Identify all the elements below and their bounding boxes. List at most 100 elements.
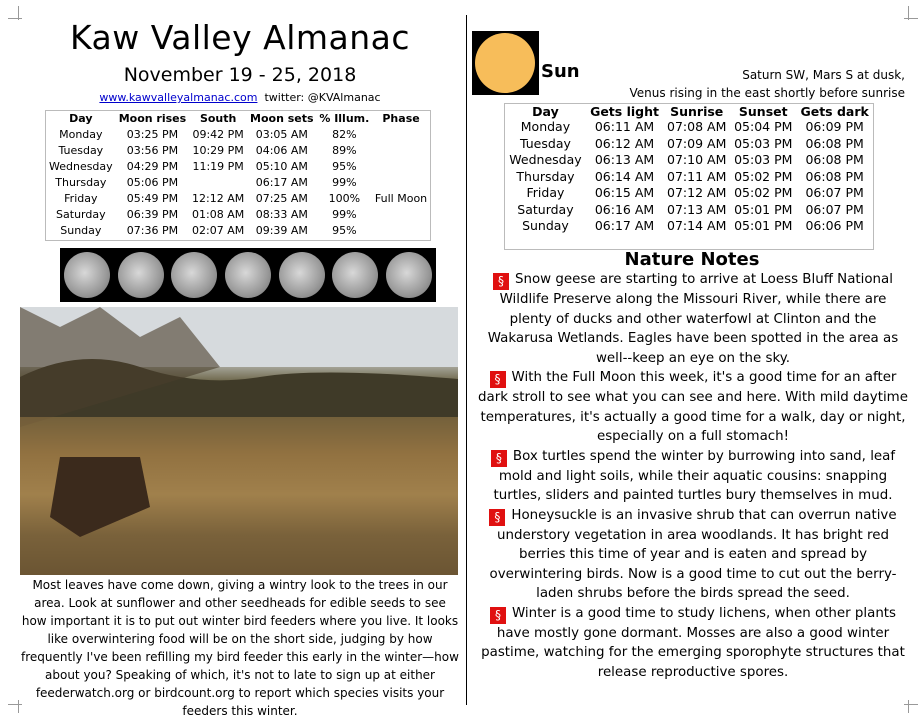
table-cell: 05:49 PM: [126, 191, 179, 205]
crop-mark: [18, 700, 19, 713]
moon-image: [171, 252, 218, 298]
table-cell: 95%: [332, 223, 357, 237]
crop-mark: [8, 704, 22, 705]
table-cell: 07:10 AM: [667, 152, 727, 167]
column-header: Moon rises: [118, 112, 187, 125]
table-cell: [372, 206, 430, 222]
table-cell: Wednesday: [48, 159, 113, 173]
table-cell: Friday: [526, 185, 565, 200]
column-header: % Illum.: [319, 112, 370, 125]
nature-note: § Honeysuckle is an invasive shrub that c…: [478, 506, 908, 604]
moon-image: [278, 252, 325, 298]
table-cell: 08:33 AM: [255, 207, 308, 221]
table-row: Monday 03:25 PM 09:42 PM 03:05 AM 82%: [46, 126, 430, 142]
crop-mark: [904, 704, 918, 705]
table-cell: 06:16 AM: [594, 201, 655, 217]
table-cell: [372, 126, 430, 142]
table-cell: 05:02 PM: [734, 168, 793, 184]
table-row: Wednesday 06:13 AM 07:10 AM 05:03 PM 06:08 P…: [505, 152, 873, 169]
table-cell: 05:04 PM: [734, 119, 793, 134]
table-cell: 05:01 PM: [734, 218, 793, 233]
table-cell: 04:29 PM: [126, 159, 179, 173]
table-cell: Thursday: [55, 175, 107, 189]
column-header: Sunrise: [670, 104, 724, 119]
table-cell: Tuesday: [58, 143, 104, 157]
crop-mark: [8, 18, 22, 19]
table-cell: 07:14 AM: [667, 218, 727, 233]
table-cell: 06:08 PM: [805, 168, 864, 184]
table-cell: 05:01 PM: [734, 201, 793, 217]
table-cell: [372, 142, 430, 158]
section-icon: §: [489, 606, 506, 624]
table-cell: 06:11 AM: [594, 119, 655, 134]
table-row: Friday 06:15 AM 07:12 AM 05:02 PM 06:07 PM: [505, 185, 873, 202]
website-link[interactable]: www.kawvalleyalmanac.com: [99, 91, 258, 104]
links-line: www.kawvalleyalmanac.com twitter: @KVAlm…: [20, 91, 460, 104]
column-header: Sunset: [738, 104, 788, 119]
table-cell: 06:13 AM: [594, 152, 655, 167]
table-cell: Friday: [64, 191, 98, 205]
table-cell: 99%: [332, 207, 357, 221]
table-cell: 05:02 PM: [734, 185, 793, 200]
table-cell: [372, 222, 430, 238]
section-icon: §: [489, 508, 506, 526]
table-cell: Tuesday: [520, 135, 571, 151]
table-cell: Sunday: [60, 223, 102, 237]
table-cell: 09:42 PM: [192, 127, 244, 141]
table-cell: 89%: [332, 143, 357, 157]
table-cell: [372, 158, 430, 174]
nature-notes: § Snow geese are starting to arrive at Lo…: [478, 270, 908, 682]
table-cell: 06:08 PM: [805, 152, 864, 167]
section-icon: §: [489, 371, 506, 388]
table-cell: Monday: [520, 119, 571, 134]
table-cell: Saturday: [517, 201, 574, 217]
column-header: Day: [69, 112, 93, 125]
table-cell: 95%: [332, 159, 357, 173]
table-cell: Wednesday: [509, 152, 582, 167]
moon-phase-strip: [60, 248, 436, 302]
table-row: Friday 05:49 PM 12:12 AM 07:25 AM 100% Full M…: [46, 190, 430, 206]
table-cell: 07:25 AM: [255, 191, 308, 205]
table-cell: 12:12 AM: [192, 191, 245, 205]
table-cell: 06:08 PM: [805, 135, 864, 151]
crop-mark: [908, 700, 909, 713]
column-header: Day: [532, 104, 559, 119]
table-cell: Thursday: [516, 168, 575, 184]
table-row: Wednesday 04:29 PM 11:19 PM 05:10 AM 95%: [46, 158, 430, 174]
photo-illustration: [20, 307, 458, 575]
table-cell: 99%: [332, 175, 357, 189]
nature-notes-heading: Nature Notes: [624, 249, 760, 270]
table-cell: 03:05 AM: [255, 127, 308, 141]
table-row: Thursday 06:14 AM 07:11 AM 05:02 PM 06:08 PM: [505, 169, 873, 186]
table-cell: 06:12 AM: [594, 135, 655, 151]
table-cell: 06:06 PM: [805, 218, 864, 233]
nature-note: § Box turtles spend the winter by burrowi…: [478, 447, 908, 506]
table-row: Saturday 06:16 AM 07:13 AM 05:01 PM 06:07 PM: [505, 202, 873, 219]
planets-line: Saturn SW, Mars S at dusk,: [742, 68, 905, 82]
table-cell: 10:29 PM: [192, 143, 244, 157]
nature-note: § Winter is a good time to study lichens,…: [478, 604, 908, 683]
table-cell: 100%: [328, 191, 361, 205]
sun-table: Day Gets light Sunrise Sunset Gets dark Mond…: [504, 103, 874, 250]
moon-image: [63, 252, 110, 298]
table-cell: 01:08 AM: [192, 207, 245, 221]
sun-heading: Sun: [541, 61, 580, 82]
crop-mark: [18, 6, 19, 20]
table-cell: 02:07 AM: [192, 223, 245, 237]
table-cell: Saturday: [56, 207, 106, 221]
table-cell: Full Moon: [374, 191, 428, 205]
table-row: Thursday 05:06 PM 06:17 AM 99%: [46, 174, 430, 190]
planets-note: Saturn SW, Mars S at dusk, Venus rising …: [600, 66, 905, 102]
table-cell: 05:03 PM: [734, 135, 793, 151]
note-text: Box turtles spend the winter by burrowin…: [493, 448, 896, 504]
nature-note: § With the Full Moon this week, it's a go…: [478, 368, 908, 447]
date-range: November 19 - 25, 2018: [123, 64, 357, 86]
photo-caption: Most leaves have come down, giving a win…: [21, 578, 459, 718]
table-cell: 07:09 AM: [667, 135, 727, 151]
table-cell: 07:36 PM: [126, 223, 179, 237]
column-header: Gets dark: [800, 104, 869, 119]
table-cell: 07:12 AM: [667, 185, 727, 200]
table-cell: 05:10 AM: [255, 159, 308, 173]
table-cell: 06:39 PM: [126, 207, 179, 221]
table-cell: 03:56 PM: [126, 143, 179, 157]
